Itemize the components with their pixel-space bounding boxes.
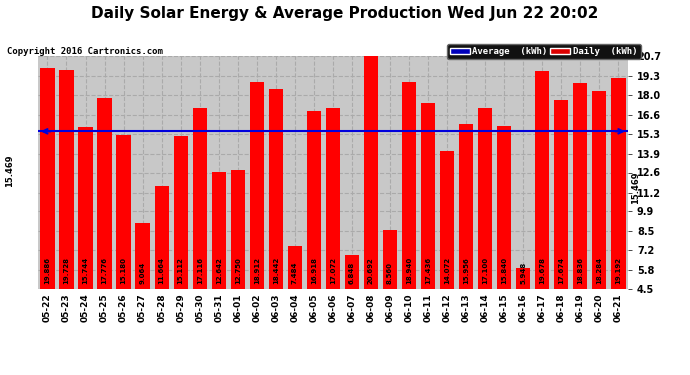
Bar	[440, 152, 454, 353]
Bar	[268, 88, 283, 353]
Text: 11.664: 11.664	[159, 257, 165, 284]
Text: 17.072: 17.072	[330, 257, 336, 284]
Text: 15.744: 15.744	[83, 256, 88, 284]
Text: 18.284: 18.284	[596, 256, 602, 284]
Bar	[611, 78, 626, 353]
Bar	[155, 186, 169, 353]
Bar	[535, 71, 549, 353]
Text: 17.674: 17.674	[558, 256, 564, 284]
Text: 14.072: 14.072	[444, 256, 450, 284]
Text: 15.180: 15.180	[121, 257, 126, 284]
Text: 17.776: 17.776	[101, 257, 108, 284]
Text: 15.469: 15.469	[6, 154, 14, 187]
Text: Copyright 2016 Cartronics.com: Copyright 2016 Cartronics.com	[7, 47, 163, 56]
Text: 9.064: 9.064	[139, 261, 146, 284]
Bar	[97, 98, 112, 353]
Bar	[193, 108, 207, 353]
Bar	[554, 100, 569, 353]
Text: 18.836: 18.836	[578, 257, 583, 284]
Text: 17.100: 17.100	[482, 256, 488, 284]
Text: 16.918: 16.918	[311, 257, 317, 284]
Bar	[288, 246, 302, 353]
Bar	[421, 103, 435, 353]
Bar	[592, 91, 607, 353]
Text: 15.956: 15.956	[463, 257, 469, 284]
Text: 19.678: 19.678	[540, 257, 545, 284]
Bar	[79, 128, 92, 353]
Bar	[345, 255, 359, 353]
Bar	[402, 81, 416, 353]
Text: 6.848: 6.848	[349, 261, 355, 284]
Bar	[364, 56, 378, 353]
Text: 12.642: 12.642	[216, 257, 221, 284]
Bar	[59, 70, 74, 353]
Text: 19.886: 19.886	[44, 257, 50, 284]
Bar	[497, 126, 511, 353]
Text: 17.436: 17.436	[425, 256, 431, 284]
Bar	[307, 111, 321, 353]
Text: 18.940: 18.940	[406, 256, 412, 284]
Bar	[174, 136, 188, 353]
Text: 20.692: 20.692	[368, 257, 374, 284]
Text: 18.442: 18.442	[273, 256, 279, 284]
Text: 17.116: 17.116	[197, 257, 203, 284]
Legend: Average  (kWh), Daily  (kWh): Average (kWh), Daily (kWh)	[446, 44, 640, 59]
Bar	[117, 135, 130, 353]
Text: 18.912: 18.912	[254, 257, 260, 284]
Text: 15.840: 15.840	[501, 256, 507, 284]
Text: 12.750: 12.750	[235, 257, 241, 284]
Bar	[250, 82, 264, 353]
Bar	[326, 108, 340, 353]
Bar	[40, 68, 55, 353]
Text: 19.192: 19.192	[615, 257, 622, 284]
Bar	[135, 223, 150, 353]
Bar	[478, 108, 492, 353]
Text: 5.948: 5.948	[520, 261, 526, 284]
Bar	[383, 231, 397, 353]
Bar	[516, 268, 531, 353]
Bar	[459, 124, 473, 353]
Text: 7.484: 7.484	[292, 261, 298, 284]
Text: 19.728: 19.728	[63, 257, 70, 284]
Bar	[212, 172, 226, 353]
Bar	[230, 170, 245, 353]
Bar	[573, 83, 587, 353]
Text: Daily Solar Energy & Average Production Wed Jun 22 20:02: Daily Solar Energy & Average Production …	[91, 6, 599, 21]
Text: 8.560: 8.560	[387, 262, 393, 284]
Text: 15.469: 15.469	[631, 171, 640, 204]
Text: 15.112: 15.112	[178, 257, 184, 284]
